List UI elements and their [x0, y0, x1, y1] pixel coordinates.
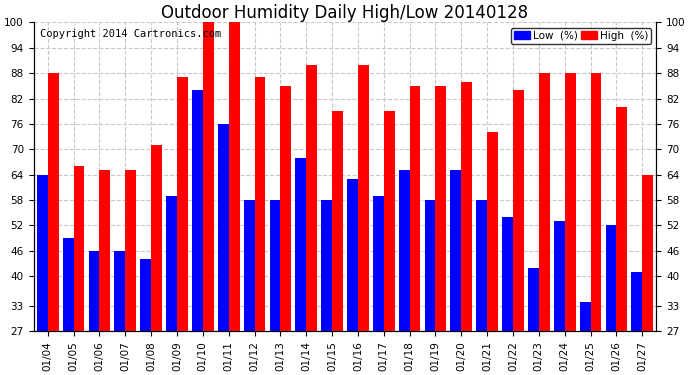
Bar [151, 145, 162, 331]
Bar [373, 196, 384, 331]
Bar [270, 200, 280, 331]
Bar [88, 251, 99, 331]
Bar [74, 166, 84, 331]
Bar [177, 77, 188, 331]
Bar [203, 22, 214, 331]
Bar [115, 251, 126, 331]
Bar [502, 217, 513, 331]
Bar [140, 259, 151, 331]
Bar [606, 225, 616, 331]
Bar [280, 86, 291, 331]
Bar [322, 200, 332, 331]
Legend: Low  (%), High  (%): Low (%), High (%) [511, 27, 651, 44]
Bar [451, 170, 462, 331]
Bar [528, 268, 539, 331]
Bar [332, 111, 343, 331]
Bar [63, 238, 74, 331]
Title: Outdoor Humidity Daily High/Low 20140128: Outdoor Humidity Daily High/Low 20140128 [161, 4, 529, 22]
Bar [424, 200, 435, 331]
Bar [37, 175, 48, 331]
Bar [218, 124, 228, 331]
Bar [126, 170, 136, 331]
Bar [580, 302, 591, 331]
Bar [166, 196, 177, 331]
Bar [616, 107, 627, 331]
Bar [399, 170, 410, 331]
Bar [48, 73, 59, 331]
Bar [192, 90, 203, 331]
Bar [347, 179, 358, 331]
Bar [631, 272, 642, 331]
Bar [228, 22, 239, 331]
Bar [539, 73, 550, 331]
Bar [642, 175, 653, 331]
Bar [462, 82, 472, 331]
Bar [306, 64, 317, 331]
Bar [410, 86, 420, 331]
Bar [591, 73, 602, 331]
Bar [99, 170, 110, 331]
Bar [435, 86, 446, 331]
Bar [487, 132, 498, 331]
Bar [564, 73, 575, 331]
Bar [244, 200, 255, 331]
Bar [476, 200, 487, 331]
Bar [255, 77, 266, 331]
Bar [513, 90, 524, 331]
Bar [295, 158, 306, 331]
Bar [358, 64, 368, 331]
Bar [554, 221, 564, 331]
Text: Copyright 2014 Cartronics.com: Copyright 2014 Cartronics.com [40, 28, 221, 39]
Bar [384, 111, 395, 331]
